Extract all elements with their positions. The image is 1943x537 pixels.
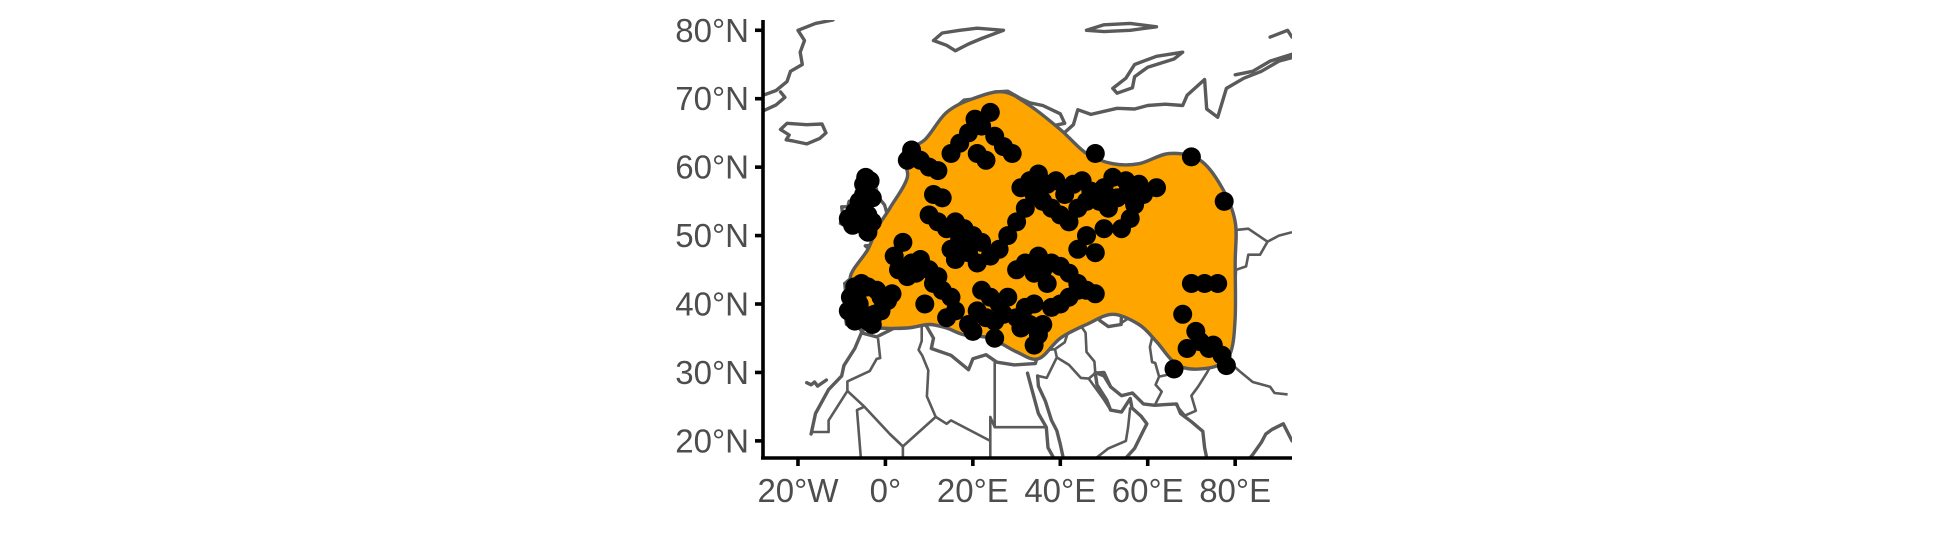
occurrence-point	[1059, 212, 1079, 232]
country-border	[1037, 348, 1059, 380]
x-tick-label: 20°E	[937, 472, 1009, 509]
occurrence-point	[1002, 144, 1022, 163]
taymyr-outline	[1233, 52, 1292, 77]
country-border	[888, 325, 937, 448]
severnaya-outline	[1268, 28, 1292, 39]
occurrence-point	[1147, 178, 1166, 198]
occurrence-point	[976, 150, 996, 170]
occurrence-point	[941, 239, 961, 259]
country-border	[1087, 377, 1112, 411]
occurrence-point	[1037, 274, 1057, 293]
occurrence-point	[1028, 246, 1048, 266]
occurrence-point	[1181, 147, 1201, 167]
occurrence-point	[1164, 359, 1184, 379]
occurrence-point	[1085, 144, 1105, 163]
y-tick-label: 20°N	[675, 422, 749, 459]
occurrence-point	[972, 232, 992, 252]
occurrence-point	[1195, 274, 1215, 293]
x-tick-label: 60°E	[1112, 472, 1184, 509]
country-border	[935, 362, 996, 443]
occurrence-point	[924, 274, 943, 293]
india-east-outline	[1247, 422, 1292, 458]
occurrence-point	[1094, 219, 1114, 239]
x-tick-label: 40°E	[1024, 472, 1096, 509]
occurrence-point	[1085, 243, 1105, 263]
occurrence-point	[915, 294, 935, 314]
occurrence-point	[1007, 212, 1027, 232]
country-border	[1233, 230, 1292, 290]
axes	[761, 20, 1292, 460]
greenland-outline	[763, 20, 835, 97]
occurrence-point	[1216, 356, 1236, 376]
occurrence-point	[963, 321, 983, 341]
occurrence-point	[928, 161, 948, 181]
svalbard-outline	[931, 26, 1006, 53]
occurrence-point	[932, 188, 952, 208]
occurrence-point	[1015, 198, 1035, 218]
canary-outline	[805, 378, 829, 388]
occurrence-point	[1077, 226, 1096, 246]
occurrence-point	[1173, 304, 1193, 324]
occurrence-point	[882, 284, 902, 304]
country-border	[1056, 356, 1097, 380]
occurrence-points	[838, 102, 1236, 379]
y-tick-label: 80°N	[675, 12, 749, 49]
occurrence-point	[972, 116, 992, 136]
y-tick-label: 70°N	[675, 80, 749, 117]
red-sea-east-outline	[1035, 374, 1065, 458]
x-tick-label: 20°W	[757, 472, 839, 509]
occurrence-point	[1214, 191, 1234, 211]
occurrence-point	[847, 209, 867, 228]
occurrence-point	[1024, 294, 1044, 314]
country-border	[811, 338, 882, 434]
y-tick-label: 30°N	[675, 354, 749, 391]
iceland-outline	[778, 121, 828, 146]
occurrence-point	[1112, 219, 1131, 239]
occurrence-point	[1068, 239, 1088, 259]
occurrence-point	[989, 239, 1009, 259]
franz-josef-outline	[1084, 21, 1159, 34]
x-tick-label: 0°	[870, 472, 902, 509]
occurrence-point	[1085, 284, 1105, 304]
occurrence-point	[1181, 274, 1201, 293]
y-tick-label: 60°N	[675, 149, 749, 186]
occurrence-point	[884, 246, 904, 266]
occurrence-point	[847, 287, 867, 307]
x-ticks: 20°W 0° 20°E 40°E 60°E 80°E	[757, 458, 1271, 509]
country-border	[989, 440, 992, 458]
occurrence-point	[980, 102, 1000, 122]
occurrence-point	[967, 301, 987, 321]
novaya-zemlya-outline	[1111, 50, 1185, 95]
persian-coast-outline	[1093, 370, 1113, 389]
occurrence-point	[1129, 174, 1149, 194]
occurrence-point	[871, 301, 891, 321]
country-border	[1077, 407, 1132, 458]
country-border	[846, 389, 866, 458]
occurrence-point	[985, 328, 1005, 348]
red-sea-west-outline	[1025, 371, 1056, 458]
x-tick-label: 80°E	[1199, 472, 1271, 509]
occurrence-point	[937, 308, 957, 328]
occurrence-point	[998, 287, 1018, 307]
occurrence-point	[845, 311, 865, 331]
occurrence-point	[893, 232, 913, 252]
occurrence-point	[862, 188, 882, 208]
occurrence-point	[998, 226, 1018, 246]
occurrence-point	[1011, 318, 1031, 338]
country-border	[1078, 322, 1097, 374]
occurrence-point	[1046, 171, 1066, 191]
occurrence-point	[1177, 339, 1197, 358]
y-ticks: 80°N 70°N 60°N 50°N 40°N 30°N 20°N	[675, 12, 763, 459]
occurrence-point	[1208, 274, 1228, 293]
occurrence-point	[858, 222, 878, 242]
greenland-south-outline	[763, 90, 787, 113]
y-tick-label: 40°N	[675, 286, 749, 323]
y-tick-label: 50°N	[675, 217, 749, 254]
